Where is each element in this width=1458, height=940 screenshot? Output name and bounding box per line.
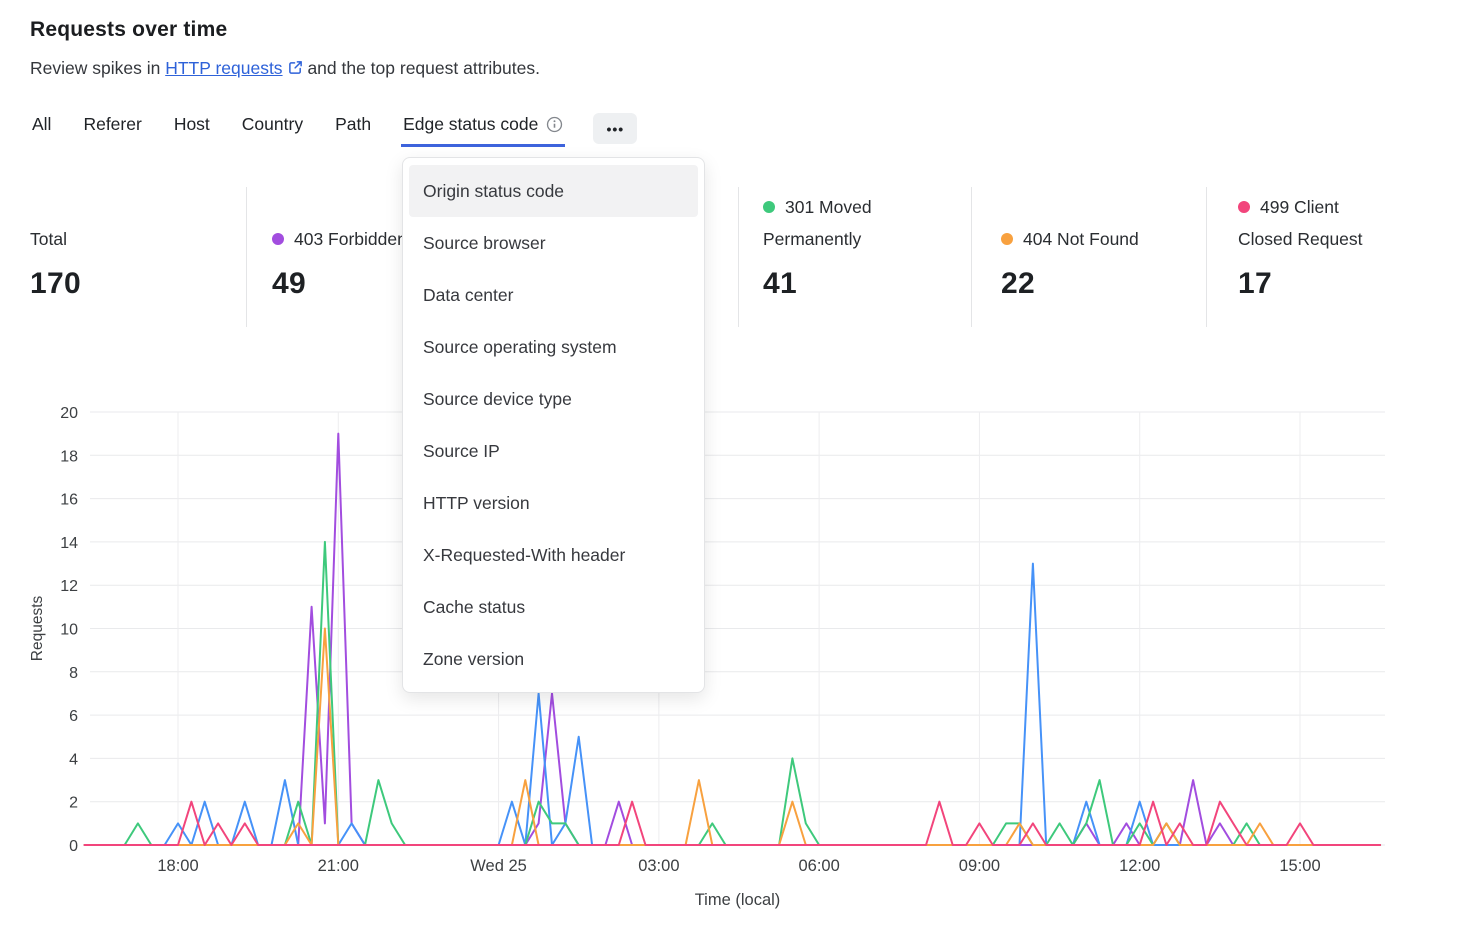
stat-label: Total <box>30 229 67 249</box>
menu-item-source-device-type[interactable]: Source device type <box>423 389 572 409</box>
legend-dot <box>272 233 284 245</box>
more-tabs-button[interactable]: ••• <box>593 113 638 144</box>
stat-divider <box>971 187 972 327</box>
tab-label: Edge status code <box>403 114 539 134</box>
attribute-tabs: All Referer Host Country Path Edge status cod… <box>30 113 1458 147</box>
svg-text:10: 10 <box>60 622 78 639</box>
svg-text:16: 16 <box>60 492 78 509</box>
ellipsis-icon: ••• <box>606 120 625 137</box>
stats-row: Total 170 403 Forbidden 49 301 Moved Permane… <box>0 187 1458 327</box>
svg-text:15:00: 15:00 <box>1279 857 1320 875</box>
tabs-list: All Referer Host Country Path Edge status cod… <box>30 114 566 147</box>
tab-path[interactable]: Path <box>333 114 373 147</box>
menu-item-x-requested-with-header[interactable]: X-Requested-With header <box>423 545 626 565</box>
stat-301-moved-permanently: 301 Moved Permanently 41 <box>739 187 971 327</box>
tab-host[interactable]: Host <box>172 114 212 147</box>
301-moved-permanently-line <box>83 540 1382 846</box>
subtitle-prefix: Review spikes in <box>30 58 161 78</box>
tab-country[interactable]: Country <box>240 114 305 147</box>
svg-text:Requests: Requests <box>29 596 46 662</box>
menu-item-data-center[interactable]: Data center <box>423 285 514 305</box>
legend-dot <box>763 201 775 213</box>
legend-dot <box>1238 201 1250 213</box>
link-label: HTTP requests <box>165 58 283 78</box>
svg-text:6: 6 <box>69 708 78 725</box>
403-forbidden-line <box>83 432 1382 846</box>
svg-text:03:00: 03:00 <box>638 857 679 875</box>
external-link-icon <box>288 61 302 74</box>
info-icon <box>547 116 563 133</box>
stat-label: 301 Moved Permanently <box>763 197 872 249</box>
svg-text:14: 14 <box>60 535 78 552</box>
stat-total: Total 170 <box>30 187 246 327</box>
stat-404-not-found: 404 Not Found 22 <box>972 187 1206 327</box>
svg-text:09:00: 09:00 <box>959 857 1000 875</box>
series-blue-line <box>83 562 1382 846</box>
tab-label: Path <box>335 114 372 134</box>
svg-text:18: 18 <box>60 448 78 465</box>
stat-499-client-closed-request: 499 Client Closed Request 17 <box>1207 187 1378 327</box>
stat-divider <box>738 187 739 327</box>
svg-text:06:00: 06:00 <box>798 857 839 875</box>
menu-item-source-browser[interactable]: Source browser <box>423 233 546 253</box>
svg-text:12: 12 <box>60 578 78 595</box>
svg-text:Wed 25: Wed 25 <box>470 857 527 875</box>
menu-item-cache-status[interactable]: Cache status <box>423 597 526 617</box>
tab-label: Country <box>241 114 304 134</box>
stat-label: 403 Forbidden <box>272 223 407 255</box>
requests-chart-svg: 0 2 4 6 8 10 12 14 16 18 20 18:00 21:00 Wed 25 03:00 06… <box>29 405 1385 909</box>
svg-text:18:00: 18:00 <box>157 857 198 875</box>
tab-label: All <box>32 114 52 134</box>
page-title: Requests over time <box>30 18 228 41</box>
stat-value: 17 <box>1238 267 1272 300</box>
menu-item-zone-version[interactable]: Zone version <box>423 649 525 669</box>
tab-edge-status-code[interactable]: Edge status code <box>401 114 566 147</box>
menu-item-origin-status-code[interactable]: Origin status code <box>409 165 698 217</box>
menu-item-source-ip[interactable]: Source IP <box>423 441 500 461</box>
tab-all[interactable]: All <box>30 114 53 147</box>
svg-text:12:00: 12:00 <box>1119 857 1160 875</box>
stat-divider <box>246 187 247 327</box>
subtitle-suffix: and the top request attributes. <box>307 58 540 78</box>
menu-item-source-operating-system[interactable]: Source operating system <box>423 337 617 357</box>
stat-label: 404 Not Found <box>1001 223 1139 255</box>
attribute-dropdown-menu: Origin status code Source browser Data cen… <box>402 157 705 693</box>
stat-403-forbidden: 403 Forbidden 49 <box>247 187 738 327</box>
tab-label: Host <box>173 114 210 134</box>
stat-value: 41 <box>763 267 797 300</box>
svg-text:2: 2 <box>69 795 78 812</box>
http-requests-link[interactable]: HTTP requests <box>165 58 302 78</box>
stat-divider <box>1206 187 1207 327</box>
stat-value: 49 <box>272 267 306 300</box>
stat-value: 22 <box>1001 267 1035 300</box>
stat-label: 499 Client Closed Request <box>1238 197 1363 249</box>
499-client-closed-request-line <box>83 800 1382 846</box>
svg-text:8: 8 <box>69 665 78 682</box>
svg-text:21:00: 21:00 <box>318 857 359 875</box>
svg-text:20: 20 <box>60 405 78 422</box>
tab-referer[interactable]: Referer <box>81 114 143 147</box>
svg-text:0: 0 <box>69 838 78 855</box>
requests-chart: 0 2 4 6 8 10 12 14 16 18 20 18:00 21:00 Wed 25 03:00 06… <box>0 397 1458 917</box>
svg-text:Time (local): Time (local) <box>695 891 781 909</box>
menu-item-http-version[interactable]: HTTP version <box>423 493 530 513</box>
svg-text:4: 4 <box>69 751 78 768</box>
stat-value: 170 <box>30 267 81 300</box>
legend-dot <box>1001 233 1013 245</box>
subtitle: Review spikes in HTTP requests and the t… <box>30 58 1458 79</box>
tab-label: Referer <box>83 114 142 134</box>
